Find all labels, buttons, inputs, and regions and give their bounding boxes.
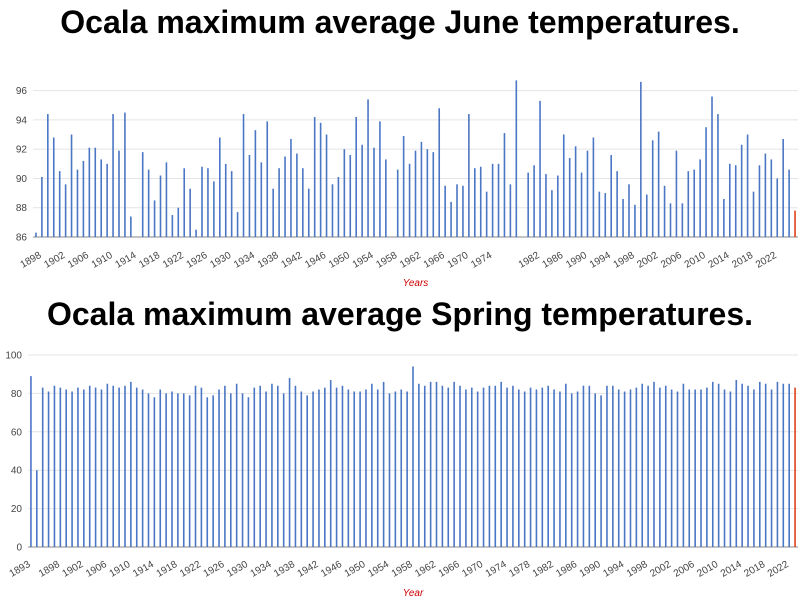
june-x-tick-label: 1958 [374,250,399,271]
june-x-tick-label: 1986 [540,250,565,271]
spring-x-tick-label: 1926 [202,559,227,580]
june-x-tick-label: 1994 [588,250,613,271]
spring-x-tick-label: 1990 [578,559,603,580]
june-x-tick-label: 1954 [351,250,376,271]
spring-x-tick-label: 1922 [178,559,203,580]
june-y-tick-label: 90 [16,174,28,185]
june-x-axis-label: Years [403,278,429,289]
june-x-tick-label: 1970 [446,250,471,271]
june-x-tick-label: 1902 [42,250,67,271]
june-x-tick-label: 2018 [730,250,755,271]
spring-x-tick-label: 2018 [742,559,767,580]
spring-x-tick-label: 1978 [507,559,532,580]
june-x-tick-label: 1918 [137,250,162,271]
spring-y-tick-label: 0 [16,543,22,554]
spring-x-tick-label: 1958 [390,559,415,580]
spring-x-tick-label: 1934 [249,559,274,580]
june-x-tick-label: 1898 [19,250,44,271]
spring-x-tick-label: 1946 [319,559,344,580]
spring-y-tick-label: 40 [11,466,23,477]
spring-y-tick-label: 80 [11,389,23,400]
june-x-tick-label: 1934 [232,250,257,271]
june-y-tick-label: 88 [16,203,28,214]
june-x-tick-label: 1946 [303,250,328,271]
spring-x-axis-label: Year [403,588,424,599]
june-y-tick-label: 92 [16,145,28,156]
june-y-tick-label: 96 [16,86,28,97]
june-y-tick-label: 86 [16,233,28,244]
spring-x-tick-label: 1954 [366,559,391,580]
june-x-tick-label: 2010 [683,250,708,271]
june-x-tick-label: 1966 [422,250,447,271]
june-x-tick-label: 1982 [517,250,542,271]
spring-chart-title: Ocala maximum average Spring temperature… [46,296,754,332]
spring-x-tick-label: 1950 [343,559,368,580]
spring-x-tick-label: 1898 [37,559,62,580]
spring-x-tick-label: 1982 [531,559,556,580]
june-temperature-chart: 86 88 90 92 94 96 1898190219061910191419181922… [16,80,798,289]
june-x-tick-label: 2022 [754,250,779,271]
june-x-tick-label: 1998 [612,250,637,271]
june-x-tick-label: 1914 [114,250,139,271]
spring-x-tick-label: 1910 [108,559,133,580]
spring-x-tick-label: 1902 [61,559,86,580]
june-x-tick-label: 1922 [161,250,186,271]
spring-x-tick-label: 1998 [625,559,650,580]
june-x-tick-label: 1950 [327,250,352,271]
spring-x-tick-label: 1930 [225,559,250,580]
spring-x-tick-label: 1966 [437,559,462,580]
spring-x-tick-label: 1994 [601,559,626,580]
june-chart-title: Ocala maximum average June temperatures. [60,4,740,40]
june-x-tick-label: 2014 [707,250,732,271]
june-x-tick-label: 1938 [256,250,281,271]
spring-y-tick-label: 60 [11,427,23,438]
spring-temperature-chart: 0 20 40 60 80 100 1893 189819021906191019141918… [5,351,798,599]
spring-x-tick-label: 2010 [695,559,720,580]
spring-x-tick-label: 2002 [648,559,673,580]
spring-x-tick-label: 1986 [554,559,579,580]
spring-x-tick-label: 1893 [8,559,33,580]
june-x-tick-label: 1962 [398,250,423,271]
june-x-tick-label: 1930 [208,250,233,271]
spring-x-tick-label: 1974 [484,559,509,580]
spring-y-tick-label: 20 [11,504,23,515]
spring-x-tick-label: 2006 [672,559,697,580]
spring-x-tick-label: 1970 [460,559,485,580]
june-x-tick-label: 1942 [280,250,305,271]
spring-x-tick-label: 2014 [719,559,744,580]
june-x-tick-label: 1910 [90,250,115,271]
june-x-tick-label: 1974 [469,250,494,271]
june-x-tick-label: 2006 [659,250,684,271]
spring-x-tick-label: 2022 [766,559,791,580]
june-y-tick-label: 94 [16,115,28,126]
june-x-tick-label: 1906 [66,250,91,271]
spring-x-tick-label: 1962 [413,559,438,580]
spring-x-tick-label: 1914 [131,559,156,580]
spring-x-tick-label: 1938 [272,559,297,580]
spring-y-tick-label: 100 [5,351,22,362]
spring-x-tick-label: 1942 [296,559,321,580]
spring-x-tick-label: 1918 [155,559,180,580]
june-x-tick-label: 2002 [635,250,660,271]
june-x-tick-label: 1990 [564,250,589,271]
june-x-tick-label: 1926 [185,250,210,271]
spring-x-tick-label: 1906 [84,559,109,580]
